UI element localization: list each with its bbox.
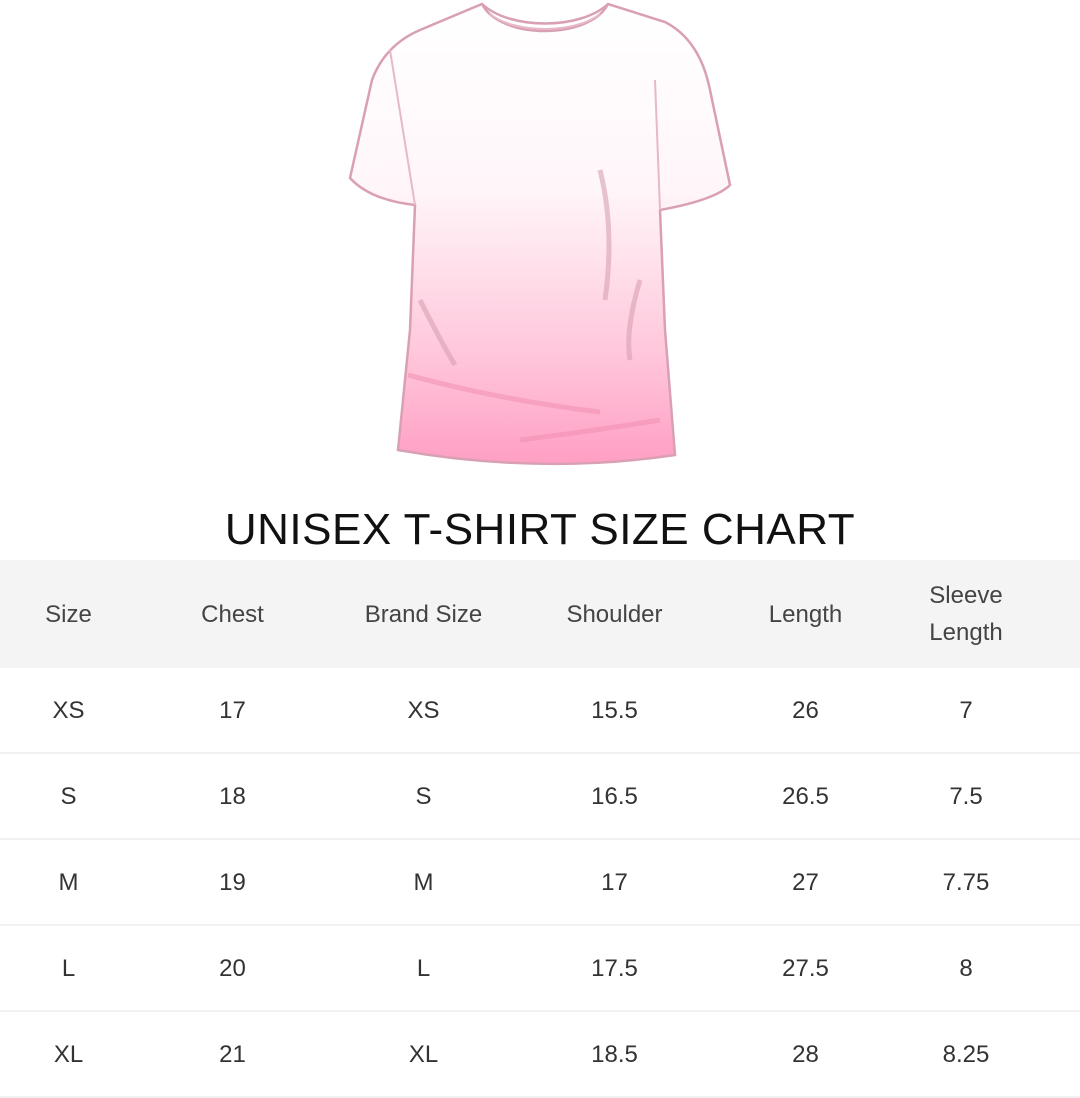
header-chest: Chest (201, 600, 264, 628)
table-row: M 19 M 17 27 7.75 (0, 840, 1080, 926)
table-row: XS 17 XS 15.5 26 7 (0, 668, 1080, 754)
table-cell: S (415, 782, 432, 810)
table-cell: 7.75 (942, 868, 990, 896)
header-size: Size (45, 600, 92, 628)
table-row: S 18 S 16.5 26.5 7.5 (0, 754, 1080, 840)
table-cell: 27 (792, 868, 819, 896)
table-cell: 8 (959, 954, 973, 982)
table-cell: 18.5 (591, 1040, 638, 1068)
size-chart-title: UNISEX T-SHIRT SIZE CHART (224, 505, 856, 554)
table-cell: 19 (219, 868, 246, 896)
table-row: XL 21 XL 18.5 28 8.25 (0, 1012, 1080, 1098)
header-shoulder: Shoulder (566, 600, 663, 628)
table-cell: L (61, 954, 76, 982)
table-cell: M (413, 868, 434, 896)
table-cell: 8.25 (942, 1040, 990, 1068)
table-cell: 18 (219, 782, 246, 810)
table-cell: L (416, 954, 431, 982)
table-cell: 16.5 (591, 782, 638, 810)
table-cell: M (58, 868, 79, 896)
table-cell: 7.5 (949, 782, 983, 810)
table-cell: 27.5 (782, 954, 829, 982)
table-header-row: Size Chest Brand Size Shoulder Length Sl… (0, 560, 1080, 668)
table-cell: XL (408, 1040, 439, 1068)
table-cell: 28 (792, 1040, 819, 1068)
table-cell: 26.5 (782, 782, 829, 810)
table-cell: 20 (219, 954, 246, 982)
table-cell: XS (407, 696, 440, 724)
table-cell: 21 (219, 1040, 246, 1068)
size-table: Size Chest Brand Size Shoulder Length Sl… (0, 560, 1080, 1098)
table-cell: 15.5 (591, 696, 638, 724)
header-length: Length (768, 600, 843, 628)
tshirt-illustration (348, 2, 732, 466)
table-cell: XS (52, 696, 85, 724)
table-cell: 17.5 (591, 954, 638, 982)
table-cell: XL (53, 1040, 84, 1068)
table-cell: 17 (601, 868, 628, 896)
table-cell: S (60, 782, 77, 810)
table-row: L 20 L 17.5 27.5 8 (0, 926, 1080, 1012)
header-brand-size: Brand Size (364, 600, 483, 628)
header-sleeve-length: Sleeve Length (929, 582, 1003, 646)
table-cell: 26 (792, 696, 819, 724)
table-cell: 17 (219, 696, 246, 724)
table-cell: 7 (959, 696, 973, 724)
